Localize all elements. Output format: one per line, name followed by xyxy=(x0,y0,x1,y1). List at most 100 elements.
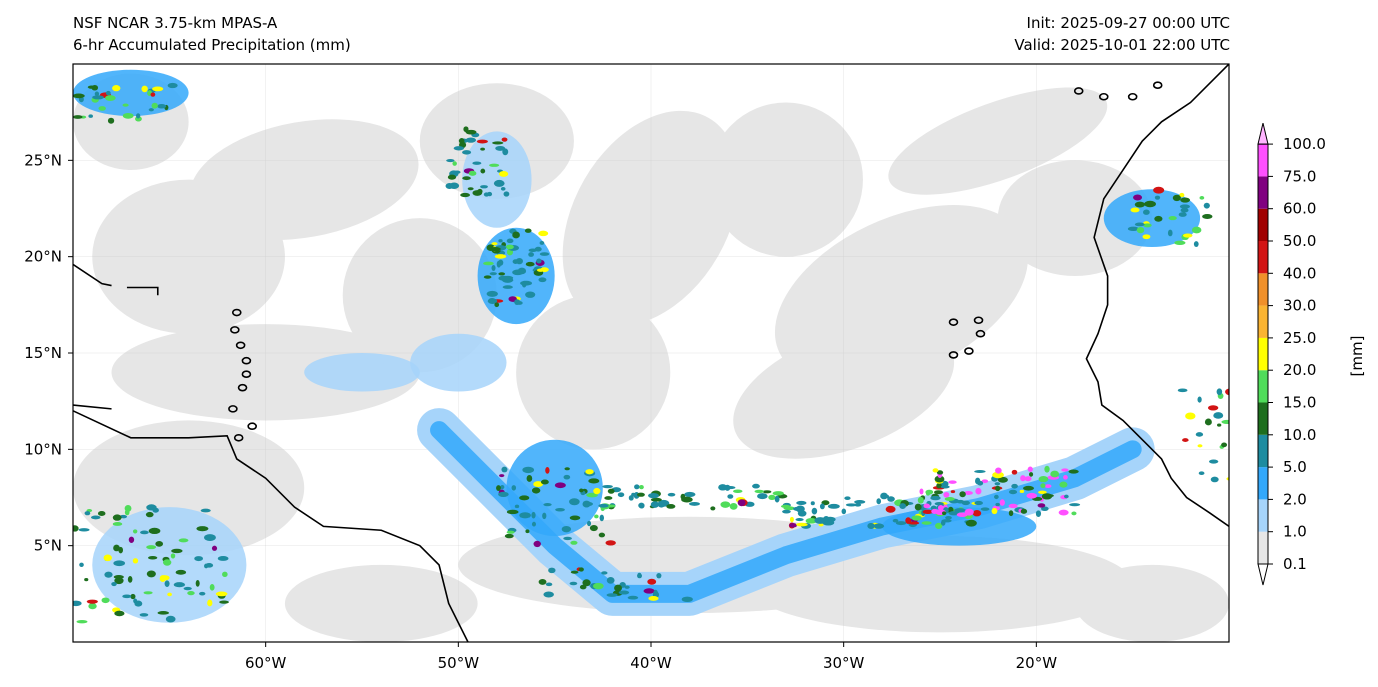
precip-cell xyxy=(1197,396,1202,403)
precip-cell xyxy=(194,556,203,562)
precip-cell xyxy=(887,496,895,502)
precip-cell xyxy=(79,562,84,567)
precip-cell xyxy=(491,264,496,272)
precip-cell xyxy=(84,577,89,582)
precip-cell xyxy=(845,503,857,507)
precip-cell xyxy=(1225,388,1229,396)
precip-cell xyxy=(789,523,798,528)
precip-cell xyxy=(152,86,164,92)
precip-cell xyxy=(950,511,955,515)
precip-cell xyxy=(538,230,549,237)
precip-cell xyxy=(503,191,510,197)
precip-cell xyxy=(445,182,454,190)
precip-cell xyxy=(854,503,862,507)
colorbar-over-arrow xyxy=(1257,122,1269,145)
precip-cell xyxy=(171,548,183,554)
precip-cell xyxy=(465,137,477,143)
precip-cell xyxy=(606,576,615,584)
field-title: 6-hr Accumulated Precipitation (mm) xyxy=(73,36,351,54)
precip-cell xyxy=(681,596,693,602)
precip-cell xyxy=(1038,490,1047,494)
island xyxy=(1098,92,1109,101)
precip-cell xyxy=(1143,209,1150,215)
precip-cell xyxy=(486,290,498,297)
precip-cell xyxy=(598,503,609,508)
colorbar-tick-label: 100.0 xyxy=(1283,135,1326,153)
precip-cell xyxy=(543,503,552,507)
lon-tick-label: 40°W xyxy=(630,654,672,672)
precip-area xyxy=(410,333,507,392)
precip-cell xyxy=(994,482,1001,486)
precip-cell xyxy=(884,494,890,499)
precip-cell xyxy=(163,559,172,566)
precip-cell xyxy=(624,585,630,589)
precip-cell xyxy=(921,521,932,525)
precip-cell xyxy=(491,242,498,246)
precip-cell xyxy=(502,148,509,156)
island xyxy=(231,308,242,317)
precip-cell xyxy=(873,523,885,529)
precip-cell xyxy=(964,508,974,516)
precip-cell xyxy=(754,489,765,494)
precip-cell xyxy=(483,261,494,266)
precip-cell xyxy=(638,502,645,509)
precip-cell xyxy=(585,469,594,475)
precip-cell xyxy=(1221,419,1229,424)
precip-cell xyxy=(148,555,158,560)
precip-cell xyxy=(1026,492,1038,499)
precip-cell xyxy=(555,508,565,512)
precip-cell xyxy=(727,494,734,499)
precip-cell xyxy=(545,582,553,587)
precip-cell xyxy=(911,515,922,521)
precip-cell xyxy=(472,161,482,165)
precip-cell xyxy=(1038,475,1049,483)
precip-cell xyxy=(975,487,982,495)
precip-cell xyxy=(498,171,509,177)
precip-cell xyxy=(1044,465,1050,473)
precip-cell xyxy=(950,490,956,494)
precip-cell xyxy=(782,509,791,514)
precip-cell xyxy=(112,85,121,92)
precip-cell xyxy=(73,93,85,99)
precip-cell xyxy=(143,591,153,595)
precip-cell xyxy=(718,484,728,491)
precip-cell xyxy=(605,540,616,546)
precip-cell xyxy=(587,520,592,527)
precip-cell xyxy=(999,499,1005,506)
precip-cell xyxy=(98,106,106,111)
precip-cell xyxy=(930,495,941,501)
island xyxy=(230,326,240,334)
precip-cell xyxy=(650,501,659,508)
precip-cell xyxy=(1177,388,1188,393)
light-precip-area xyxy=(1074,564,1229,642)
precip-cell xyxy=(925,489,934,495)
precip-cell xyxy=(107,117,115,124)
precip-cell xyxy=(658,503,665,508)
precip-cell xyxy=(132,558,139,564)
precip-cell xyxy=(1130,207,1140,213)
precip-cell xyxy=(1023,485,1035,491)
island xyxy=(237,383,248,392)
precip-cell xyxy=(653,589,658,597)
precip-cell xyxy=(1027,466,1033,472)
precip-cell xyxy=(732,489,743,493)
precip-cell xyxy=(462,176,471,181)
precip-cell xyxy=(462,150,472,155)
precip-cell xyxy=(1154,195,1161,200)
precip-cell xyxy=(1226,477,1229,481)
precip-cell xyxy=(146,545,157,550)
precip-cell xyxy=(167,82,178,89)
precip-cell xyxy=(1134,201,1146,208)
precip-cell xyxy=(959,491,966,498)
precip-cell xyxy=(1041,506,1049,512)
lat-tick-label: 15°N xyxy=(24,344,62,362)
precip-cell xyxy=(1195,432,1204,437)
precip-cell xyxy=(1061,468,1069,472)
precip-cell xyxy=(1172,194,1181,202)
precip-cell xyxy=(725,486,736,490)
precip-cell xyxy=(155,541,164,547)
precip-cell xyxy=(811,507,818,515)
precip-cell xyxy=(540,479,549,485)
precip-cell xyxy=(1182,233,1193,238)
lat-tick-label: 25°N xyxy=(24,151,62,169)
